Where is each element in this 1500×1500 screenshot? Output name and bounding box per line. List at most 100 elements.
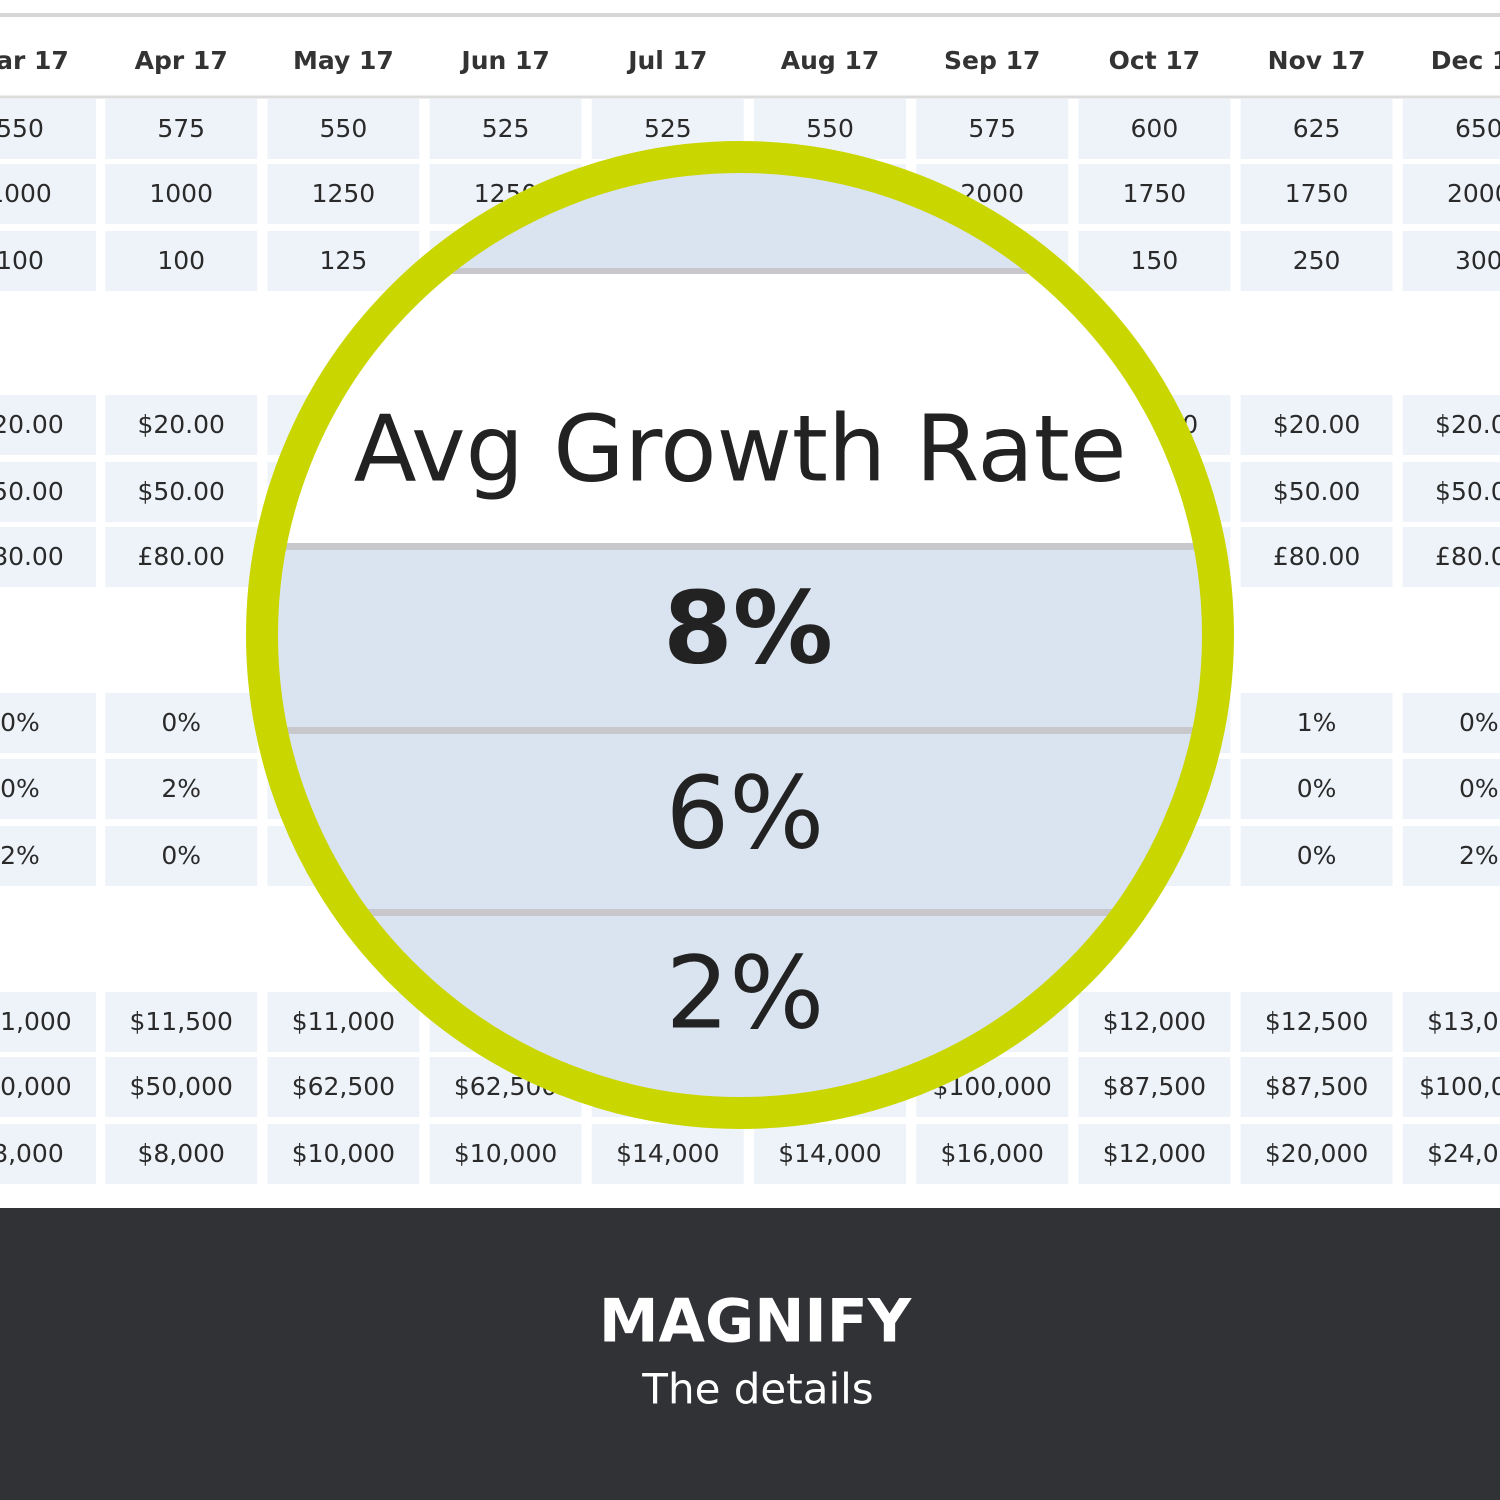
cell xyxy=(0,693,96,753)
cell xyxy=(1402,1124,1500,1184)
cell-text: 2% xyxy=(0,841,40,870)
lens-value: 6% xyxy=(666,754,825,871)
cell-text: 550 xyxy=(320,114,368,143)
cell xyxy=(1240,826,1393,886)
cell-text: £80.00 xyxy=(1435,542,1500,571)
cell xyxy=(1078,992,1231,1052)
cell-text: $14,000 xyxy=(616,1139,719,1168)
cell-text: £80.00 xyxy=(0,542,64,571)
cell xyxy=(0,462,96,522)
cell-text: 550 xyxy=(0,114,44,143)
cell xyxy=(0,395,96,455)
cell xyxy=(1078,99,1231,159)
cell-text: $14,000 xyxy=(778,1139,881,1168)
cell xyxy=(105,826,258,886)
cell xyxy=(1078,164,1231,224)
cell xyxy=(0,99,96,159)
cell xyxy=(1240,462,1393,522)
column-header: Oct 17 xyxy=(1109,46,1201,75)
cell xyxy=(1402,759,1500,819)
cell xyxy=(105,759,258,819)
cell-text: $11,500 xyxy=(130,1007,233,1036)
cell xyxy=(105,395,258,455)
cell-text: 1250 xyxy=(312,179,376,208)
cell xyxy=(0,826,96,886)
cell xyxy=(1240,693,1393,753)
cell-text: 1% xyxy=(1297,708,1337,737)
cell-text: 250 xyxy=(1293,246,1341,275)
column-header: Sep 17 xyxy=(944,46,1040,75)
column-header: Apr 17 xyxy=(135,46,228,75)
cell-text: 125 xyxy=(320,246,368,275)
cell-text: 2000 xyxy=(1447,179,1500,208)
cell xyxy=(1078,1124,1231,1184)
cell xyxy=(1240,527,1393,587)
cell-text: $20.00 xyxy=(1435,410,1500,439)
cell-text: 1750 xyxy=(1285,179,1349,208)
cell-text: 1000 xyxy=(0,179,52,208)
cell xyxy=(105,992,258,1052)
cell xyxy=(1402,527,1500,587)
cell-text: 0% xyxy=(0,708,40,737)
cell-text: 525 xyxy=(644,114,692,143)
cell-text: $50.00 xyxy=(137,477,224,506)
cell-text: 550 xyxy=(806,114,854,143)
magnifier: Avg Growth Rate 8% 6% 2% xyxy=(246,141,1234,1129)
cell-text: 650 xyxy=(1455,114,1500,143)
column-header: Nov 17 xyxy=(1268,46,1366,75)
cell-text: 0% xyxy=(161,708,201,737)
cell-text: £80.00 xyxy=(137,542,224,571)
cell-text: $20.00 xyxy=(137,410,224,439)
banner-subtitle: The details xyxy=(641,1365,873,1414)
cell-text: $87,500 xyxy=(1265,1072,1368,1101)
cell xyxy=(1240,231,1393,291)
cell-text: 0% xyxy=(0,774,40,803)
cell xyxy=(105,1057,258,1117)
cell-text: 150 xyxy=(1131,246,1179,275)
cell-text: 600 xyxy=(1131,114,1179,143)
cell xyxy=(0,992,96,1052)
cell-text: $10,000 xyxy=(454,1139,557,1168)
cell-text: 575 xyxy=(157,114,205,143)
cell xyxy=(1240,759,1393,819)
cell xyxy=(591,1124,744,1184)
cell xyxy=(0,1057,96,1117)
cell xyxy=(1402,164,1500,224)
cell-text: 2% xyxy=(1459,841,1499,870)
cell-text: 0% xyxy=(1459,774,1499,803)
cell-text: $10,000 xyxy=(292,1139,395,1168)
cell-text: $20.00 xyxy=(0,410,64,439)
cell-text: $87,500 xyxy=(1103,1072,1206,1101)
cell-text: 2% xyxy=(161,774,201,803)
column-header: Dec 17 xyxy=(1431,46,1500,75)
lens-value: 2% xyxy=(666,934,825,1051)
cell-text: £80.00 xyxy=(1273,542,1360,571)
cell-text: 100 xyxy=(0,246,44,275)
cell xyxy=(0,231,96,291)
cell-text: 100 xyxy=(157,246,205,275)
cell xyxy=(267,992,420,1052)
cell xyxy=(267,164,420,224)
cell-text: $16,000 xyxy=(941,1139,1044,1168)
cell xyxy=(1240,164,1393,224)
cell-text: 300 xyxy=(1455,246,1500,275)
cell xyxy=(267,99,420,159)
cell xyxy=(0,527,96,587)
cell xyxy=(0,1124,96,1184)
cell xyxy=(267,1057,420,1117)
cell xyxy=(267,1124,420,1184)
cell-text: $13,000 xyxy=(1427,1007,1500,1036)
cell-text: $11,000 xyxy=(292,1007,395,1036)
cell-text: $50,000 xyxy=(130,1072,233,1101)
cell xyxy=(105,1124,258,1184)
cell xyxy=(105,693,258,753)
cell-text: $11,000 xyxy=(0,1007,72,1036)
cell-text: 575 xyxy=(968,114,1016,143)
cell-text: $50,000 xyxy=(0,1072,72,1101)
cell xyxy=(1402,462,1500,522)
cell-text: $12,000 xyxy=(1103,1007,1206,1036)
cell-text: $100,000 xyxy=(1419,1072,1500,1101)
cell-text: $50.00 xyxy=(1273,477,1360,506)
cell-text: 0% xyxy=(1297,774,1337,803)
cell xyxy=(916,99,1069,159)
